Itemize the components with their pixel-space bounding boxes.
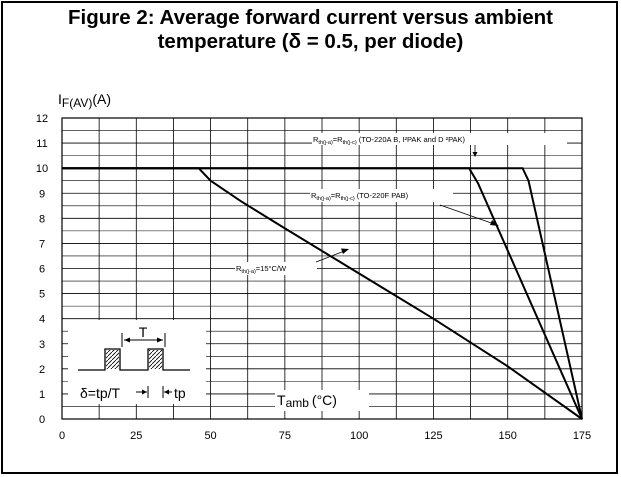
x-tick-label: 100 <box>350 430 368 442</box>
series-label-2-pointer <box>439 204 498 226</box>
inset-pulse-2 <box>149 350 162 369</box>
series-label-2-a-sub: th(j-a) <box>316 196 331 202</box>
series-label-2-b: =R <box>331 191 341 200</box>
series-label-1-a-sub: th(j-a) <box>318 140 333 146</box>
series-label-group-2: Rth(j-a)=Rth(j-c) (TO-220F PAB) <box>310 189 499 226</box>
series-label-3-a: R <box>236 264 242 273</box>
y-tick-label: 11 <box>36 138 47 150</box>
y-axis-label-main: I <box>58 91 62 107</box>
y-tick-label: 1 <box>39 389 45 401</box>
inset-period-label: T <box>139 324 148 340</box>
y-axis-label-sub: F(AV) <box>62 96 92 110</box>
y-tick-label: 10 <box>36 163 48 175</box>
figure-title: Figure 2: Average forward current versus… <box>0 6 621 54</box>
x-tick-label: 175 <box>573 430 591 442</box>
x-tick-label: 125 <box>424 430 442 442</box>
y-tick-label: 2 <box>39 364 45 376</box>
y-axis-label: IF(AV)(A) <box>58 91 111 110</box>
series-label-2-b-sub: th(j-c) <box>341 196 355 202</box>
series-label-group-3: Rth(j-a)=15°C/W <box>235 248 349 275</box>
series-line-2 <box>62 167 583 420</box>
series-label-3-pointer <box>315 249 348 263</box>
x-axis-label-unit: (°C) <box>312 392 337 408</box>
series-label-3-arrowhead <box>341 248 349 254</box>
series-label-group-1: Rth(j-a)=Rth(j-c) (TO-220A B, I²PAK and … <box>312 133 567 157</box>
y-tick-label: 12 <box>36 113 48 125</box>
y-tick-label: 9 <box>39 188 45 200</box>
inset-tp-arrowhead-left <box>142 389 147 395</box>
x-axis-label-box: Tamb (°C) <box>275 390 369 411</box>
y-tick-label: 4 <box>39 314 45 326</box>
series-label-2-a: R <box>311 191 317 200</box>
x-tick-label: 25 <box>130 430 142 442</box>
x-axis-label: Tamb (°C) <box>277 392 337 410</box>
x-tick-label: 0 <box>59 430 65 442</box>
x-tick-label: 50 <box>204 430 216 442</box>
x-axis-label-main: T <box>277 392 286 408</box>
y-tick-label: 8 <box>39 213 45 225</box>
series-label-1-tail: (TO-220A B, I²PAK and D ²PAK) <box>357 135 466 144</box>
inset-tp-arrowhead-right <box>164 389 169 395</box>
inset-pulse-1 <box>106 350 119 369</box>
inset-tp-label: tp <box>174 385 186 401</box>
x-tick-label: 150 <box>499 430 517 442</box>
y-tick-label: 6 <box>39 264 45 276</box>
y-axis-label-unit: (A) <box>92 91 111 107</box>
series-label-2-arrowhead <box>490 220 499 226</box>
plot-area-border <box>61 117 583 420</box>
figure-title-line-2: temperature (δ = 0.5, per diode) <box>157 30 464 53</box>
y-tick-label: 5 <box>39 289 45 301</box>
inset-pulse-train <box>78 348 190 371</box>
series-label-3: Rth(j-a)=15°C/W <box>236 264 287 275</box>
series-label-1-arrowhead <box>472 152 478 157</box>
x-axis-label-sub: amb <box>286 396 310 410</box>
series-label-1-a: R <box>313 135 319 144</box>
series-label-1-b: =R <box>333 135 343 144</box>
figure-title-line-1: Figure 2: Average forward current versus… <box>68 6 553 29</box>
y-tick-label: 3 <box>39 339 45 351</box>
series-label-3-a-sub: th(j-a) <box>241 269 256 275</box>
series-line-3 <box>62 167 583 420</box>
series-label-1: Rth(j-a)=Rth(j-c) (TO-220A B, I²PAK and … <box>313 135 466 146</box>
series-label-2: Rth(j-a)=Rth(j-c) (TO-220F PAB) <box>311 191 409 202</box>
x-tick-label: 75 <box>279 430 291 442</box>
inset-waveform: T δ=tp/T tp <box>68 320 206 404</box>
series-label-3-b: =15°C/W <box>256 264 287 273</box>
series-layer <box>62 167 583 420</box>
inset-period-arrowhead-left <box>124 337 130 343</box>
series-label-1-b-sub: th(j-c) <box>343 140 357 146</box>
inset-period-arrowhead-right <box>157 337 163 343</box>
series-label-2-tail: (TO-220F PAB) <box>355 191 409 200</box>
y-tick-label: 0 <box>39 414 45 426</box>
inset-duty-label: δ=tp/T <box>80 385 121 401</box>
y-tick-label: 7 <box>39 238 45 250</box>
